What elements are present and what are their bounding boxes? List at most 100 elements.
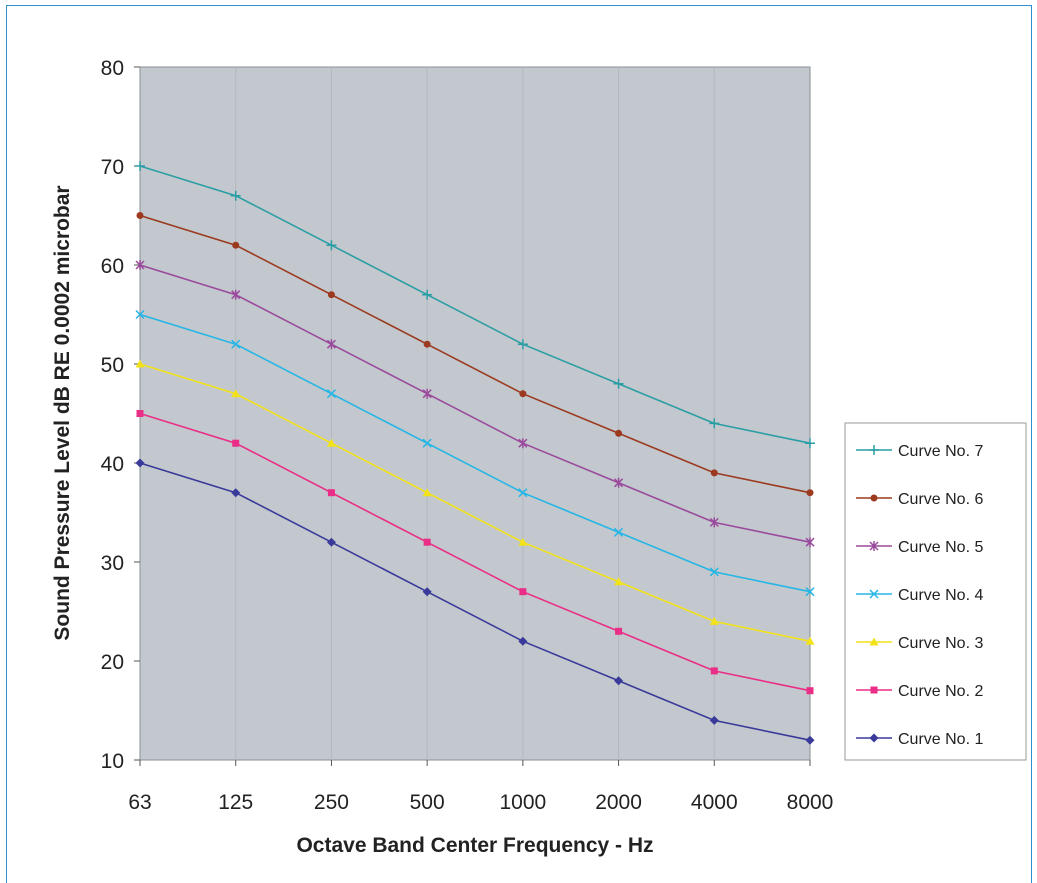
series-curve-no-2-point: [327, 489, 335, 497]
series-curve-no-1: [135, 458, 815, 745]
series-curve-no-4-point: [518, 488, 528, 498]
x-tick-label: 63: [128, 791, 151, 814]
y-tick-label: 20: [101, 651, 124, 674]
y-tick-label: 10: [101, 750, 124, 773]
y-tick-label: 30: [101, 552, 124, 575]
y-tick-label: 60: [101, 255, 124, 278]
series-curve-no-1-point: [805, 735, 815, 745]
series-curve-no-3-point: [614, 577, 624, 586]
gridlines: [235, 67, 715, 760]
series-curve-no-7-point: [709, 418, 720, 429]
series-curve-no-5-point: [518, 438, 528, 449]
legend-item: Curve No. 2: [856, 683, 983, 700]
series-curve-no-6-point: [423, 340, 431, 348]
x-tick-label: 8000: [787, 791, 834, 814]
series-curve-no-1-point: [518, 636, 528, 646]
series-curve-no-6-point: [710, 469, 718, 477]
legend-swatch-marker: [870, 494, 878, 502]
series-curve-no-7: [135, 161, 815, 449]
legend-item: Curve No. 1: [856, 731, 983, 748]
series-curve-no-6-point: [806, 489, 814, 497]
series-curve-no-3: [135, 359, 815, 645]
legend-label: Curve No. 5: [898, 539, 983, 556]
legend-box: [844, 422, 1027, 761]
series-curve-no-5-point: [709, 517, 719, 528]
x-tick-label: 500: [410, 791, 445, 814]
series-curve-no-1-point: [135, 458, 145, 468]
legend-label: Curve No. 4: [898, 587, 983, 604]
y-tick-label: 70: [101, 156, 124, 179]
series-curve-no-7-point: [326, 240, 337, 251]
series-curve-no-1-point: [326, 537, 336, 547]
series-curve-no-6-point: [327, 291, 335, 299]
series-curve-no-5-point: [614, 477, 624, 488]
series-curve-no-2-point: [232, 439, 240, 447]
series-curve-no-5-point: [326, 339, 336, 350]
series-curve-no-2-line: [139, 412, 811, 692]
series-curve-no-5-point: [805, 537, 815, 548]
series-curve-no-4-point: [614, 527, 624, 537]
series-curve-no-3-point: [135, 359, 145, 368]
chart-frame: [6, 5, 1032, 883]
legend-swatch-marker: [869, 733, 879, 743]
series-curve-no-3-point: [231, 389, 241, 398]
plot-area: [139, 66, 811, 761]
series-curve-no-4-line: [139, 313, 811, 593]
series-curve-no-3-point: [709, 616, 719, 625]
series-curve-no-4-point: [135, 309, 145, 320]
series-curve-no-4-point: [231, 339, 241, 349]
series-curve-no-3-point: [422, 488, 432, 497]
series-curve-no-7-point: [230, 190, 241, 201]
legend-swatch-marker: [869, 445, 879, 455]
legend-swatch-marker: [869, 541, 879, 551]
legend-label: Curve No. 1: [898, 731, 983, 748]
legend-item: Curve No. 6: [856, 491, 983, 508]
series-curve-no-2-point: [136, 410, 144, 417]
legend-swatch-marker: [869, 637, 879, 646]
series-curve-no-6-point: [232, 241, 240, 249]
series-curve-no-7-point: [135, 161, 145, 171]
x-tick-label: 2000: [595, 791, 642, 814]
x-tick-label: 4000: [691, 791, 738, 814]
series-curve-no-6-point: [136, 212, 144, 219]
y-axis-label: Sound Pressure Level dB RE 0.0002 microb…: [51, 185, 74, 640]
series-curve-no-7-point: [805, 438, 815, 449]
series-curve-no-7-point: [517, 339, 528, 350]
x-axis-ticks: 63 125 250 500 1000 2000 4000 8000: [128, 760, 833, 814]
series-curve-no-1-point: [422, 587, 432, 597]
series-curve-no-5-line: [139, 264, 811, 543]
series-curve-no-7-line: [139, 165, 811, 444]
legend-label: Curve No. 2: [898, 683, 983, 700]
series-curve-no-1-point: [614, 676, 624, 686]
x-tick-label: 250: [314, 791, 349, 814]
x-tick-label: 125: [218, 791, 253, 814]
series-curve-no-2-point: [423, 538, 431, 546]
legend-label: Curve No. 7: [898, 443, 983, 460]
series-curve-no-2-point: [615, 627, 623, 635]
series-curve-no-4-point: [709, 567, 719, 577]
series-curve-no-4-point: [326, 389, 336, 399]
series-curve-no-5-point: [231, 289, 241, 300]
series-curve-no-2-point: [710, 667, 718, 675]
series-curve-no-4-point: [805, 587, 815, 597]
series-curve-no-3-point: [518, 537, 528, 546]
y-axis-ticks: 10 20 30 40 50 60 70 80: [101, 57, 140, 773]
legend: Curve No. 7 Curve No. 6 Curve No. 5 Curve N…: [844, 422, 1027, 761]
y-tick-label: 50: [101, 354, 124, 377]
series-curve-no-6-line: [139, 214, 811, 494]
series-curve-no-6: [136, 212, 814, 497]
series-curve-no-1-point: [709, 715, 719, 725]
series-curve-no-4: [135, 309, 815, 597]
series-curve-no-1-line: [139, 462, 811, 741]
x-axis-label: Octave Band Center Frequency - Hz: [296, 834, 653, 857]
legend-item: Curve No. 3: [856, 635, 983, 652]
legend-swatch-marker: [870, 686, 878, 694]
series-curve-no-5: [135, 260, 815, 548]
legend-item: Curve No. 5: [856, 539, 983, 556]
series-curve-no-2-point: [519, 588, 527, 596]
series-curve-no-7-point: [422, 289, 433, 300]
x-tick-label: 1000: [499, 791, 546, 814]
series-curve-no-7-point: [613, 378, 624, 389]
series-curve-no-3-point: [805, 636, 815, 645]
